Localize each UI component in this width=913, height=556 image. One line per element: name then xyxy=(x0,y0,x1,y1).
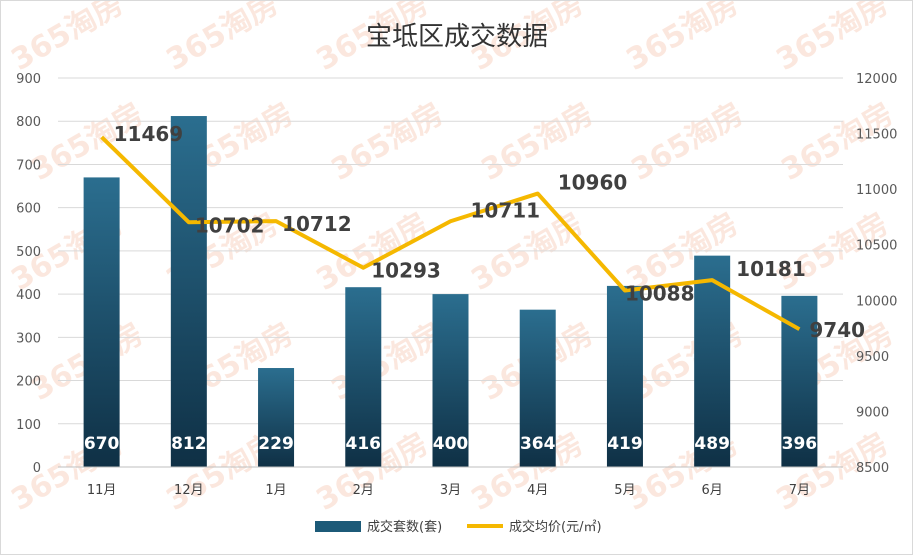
x-tick-label: 1月 xyxy=(265,483,286,498)
bar-data-label: 416 xyxy=(346,434,382,454)
left-tick-label: 300 xyxy=(16,331,41,346)
bar xyxy=(83,177,120,467)
line-data-label: 10088 xyxy=(625,282,695,306)
watermark-text: 365淘房 xyxy=(6,1,130,78)
line-data-label: 10293 xyxy=(371,259,441,283)
left-tick-label: 0 xyxy=(33,461,41,476)
legend: 成交套数(套) 成交均价(元/㎡) xyxy=(315,519,602,535)
left-tick-label: 600 xyxy=(16,202,41,217)
x-tick-label: 6月 xyxy=(702,483,723,498)
bar xyxy=(606,285,643,467)
left-tick-label: 800 xyxy=(16,115,41,130)
line-data-label: 10702 xyxy=(195,213,265,237)
left-tick-label: 400 xyxy=(16,288,41,303)
line-data-label: 10711 xyxy=(471,198,541,222)
bar-data-label: 229 xyxy=(258,434,294,454)
right-tick-label: 8500 xyxy=(856,461,889,476)
bar-data-label: 364 xyxy=(520,434,556,454)
left-tick-label: 700 xyxy=(16,158,41,173)
right-tick-label: 9500 xyxy=(856,350,889,365)
x-tick-label: 7月 xyxy=(789,483,810,498)
bar-data-label: 396 xyxy=(782,434,818,454)
legend-line-label: 成交均价(元/㎡) xyxy=(509,519,602,535)
right-tick-label: 11000 xyxy=(856,183,897,198)
bar-data-label: 419 xyxy=(607,434,643,454)
watermark-text: 365淘房 xyxy=(771,1,895,78)
x-tick-label: 11月 xyxy=(87,483,117,498)
legend-bar-label: 成交套数(套) xyxy=(367,519,442,535)
line-data-label: 9740 xyxy=(809,318,865,342)
left-tick-label: 200 xyxy=(16,375,41,390)
line-data-label: 11469 xyxy=(114,122,184,146)
line-data-label: 10960 xyxy=(558,171,628,195)
bar-data-label: 670 xyxy=(84,434,120,454)
line-series xyxy=(100,135,801,331)
left-tick-label: 900 xyxy=(16,72,41,87)
watermark-text: 365淘房 xyxy=(626,96,750,188)
bar xyxy=(519,309,556,467)
x-tick-label: 3月 xyxy=(440,483,461,498)
line-data-label: 10181 xyxy=(736,257,806,281)
right-tick-label: 11500 xyxy=(856,128,897,143)
right-axis: 8500 9000 9500 10000 10500 11000 11500 12000 xyxy=(856,72,897,476)
right-tick-label: 10500 xyxy=(856,239,897,254)
left-tick-label: 500 xyxy=(16,245,41,260)
bar xyxy=(432,294,469,467)
bar-data-label: 489 xyxy=(694,434,730,454)
right-tick-label: 10000 xyxy=(856,294,897,309)
x-tick-label: 2月 xyxy=(353,483,374,498)
bar-data-labels: 670 812 229 416 400 364 419 489 396 xyxy=(84,434,817,454)
watermark-text: 365淘房 xyxy=(626,316,750,408)
left-axis: 0 100 200 300 400 500 600 700 800 900 xyxy=(16,72,41,476)
line-data-labels: 11469 10702 10712 10293 10711 10960 10088 10181… xyxy=(114,122,865,342)
left-tick-label: 100 xyxy=(16,418,41,433)
line-data-label: 10712 xyxy=(282,212,352,236)
price-line xyxy=(100,135,801,331)
legend-bar-swatch xyxy=(315,521,361,532)
bar-data-label: 400 xyxy=(433,434,469,454)
x-axis: 11月 12月 1月 2月 3月 4月 5月 6月 7月 xyxy=(58,466,843,498)
watermark-text: 365淘房 xyxy=(161,1,285,78)
watermark-text: 365淘房 xyxy=(326,316,450,408)
bar xyxy=(694,255,731,467)
x-tick-label: 4月 xyxy=(527,483,548,498)
right-tick-label: 9000 xyxy=(856,405,889,420)
x-tick-label: 5月 xyxy=(614,483,635,498)
bar xyxy=(345,287,382,467)
right-tick-label: 12000 xyxy=(856,72,897,87)
x-tick-label: 12月 xyxy=(174,483,204,498)
bar xyxy=(170,116,207,467)
bar xyxy=(258,368,295,467)
bar-data-label: 812 xyxy=(171,434,207,454)
bar-series xyxy=(83,116,818,467)
watermark-text: 365淘房 xyxy=(326,96,450,188)
watermark-text: 365淘房 xyxy=(621,1,745,78)
chart-title: 宝坻区成交数据 xyxy=(366,22,548,52)
